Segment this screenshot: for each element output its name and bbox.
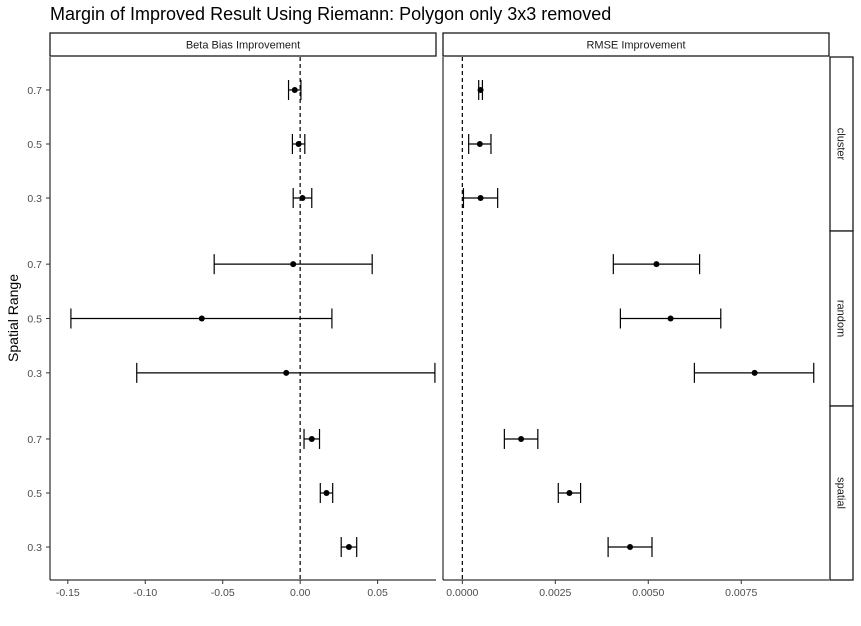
x-tick-label-beta-bias-improvement: -0.15: [56, 587, 80, 599]
row-strip-label-random: random: [835, 300, 847, 337]
point-rmse-improvement-cluster-0.5: [476, 141, 483, 147]
y-tick-label-cluster-0.3: 0.3: [27, 193, 42, 205]
point-rmse-improvement-spatial-0.5: [566, 490, 573, 496]
y-tick-label-random-0.3: 0.3: [27, 368, 42, 380]
plot-area: Beta Bias Improvement -0.15 -0.10 -0.05 0.00…: [27, 32, 854, 599]
point-rmse-improvement-spatial-0.3: [627, 544, 634, 551]
y-tick-label-cluster-0.5: 0.5: [27, 139, 42, 151]
y-tick-label-random-0.5: 0.5: [27, 314, 42, 326]
point-rmse-improvement-cluster-0.3: [477, 195, 484, 202]
point-beta-bias-improvement-cluster-0.3: [299, 195, 306, 202]
y-tick-label-spatial-0.7: 0.7: [27, 434, 42, 446]
x-tick-label-rmse-improvement: 0.0050: [632, 587, 664, 599]
x-tick-label-beta-bias-improvement: 0.05: [367, 587, 388, 599]
point-beta-bias-improvement-spatial-0.5: [323, 490, 330, 496]
chart-title: Margin of Improved Result Using Riemann:…: [50, 4, 611, 24]
y-tick-label-random-0.7: 0.7: [27, 259, 42, 271]
strip-label-beta-bias-improvement: Beta Bias Improvement: [186, 40, 300, 52]
x-tick-label-rmse-improvement: 0.0025: [539, 587, 571, 599]
x-tick-label-beta-bias-improvement: -0.10: [133, 587, 157, 599]
x-tick-label-rmse-improvement: 0.0075: [725, 587, 757, 599]
strip-label-rmse-improvement: RMSE Improvement: [586, 40, 685, 52]
point-rmse-improvement-random-0.5: [667, 315, 674, 322]
point-beta-bias-improvement-random-0.5: [198, 315, 205, 322]
point-rmse-improvement-random-0.3: [751, 369, 758, 376]
point-rmse-improvement-spatial-0.7: [518, 435, 525, 442]
y-tick-label-cluster-0.7: 0.7: [27, 85, 42, 97]
point-rmse-improvement-random-0.7: [653, 261, 660, 268]
point-beta-bias-improvement-spatial-0.7: [308, 435, 315, 442]
point-beta-bias-improvement-cluster-0.7: [291, 86, 298, 93]
point-rmse-improvement-cluster-0.7: [477, 86, 484, 93]
row-strip-label-cluster: cluster: [835, 128, 847, 161]
x-tick-label-beta-bias-improvement: -0.05: [211, 587, 235, 599]
point-beta-bias-improvement-random-0.7: [290, 261, 297, 268]
y-axis-title: Spatial Range: [5, 274, 21, 362]
point-beta-bias-improvement-spatial-0.3: [345, 544, 352, 551]
y-tick-label-spatial-0.3: 0.3: [27, 542, 42, 554]
strip-beta-bias-improvement: [49, 32, 437, 57]
x-tick-label-rmse-improvement: 0.0000: [446, 587, 478, 599]
point-beta-bias-improvement-cluster-0.5: [295, 141, 302, 147]
x-tick-label-beta-bias-improvement: 0.00: [290, 587, 311, 599]
row-strip-label-spatial: spatial: [835, 477, 847, 509]
strip-rmse-improvement: [442, 32, 830, 57]
point-beta-bias-improvement-random-0.3: [283, 369, 290, 376]
row-strip-spatial: [829, 405, 854, 581]
y-tick-label-spatial-0.5: 0.5: [27, 488, 42, 500]
